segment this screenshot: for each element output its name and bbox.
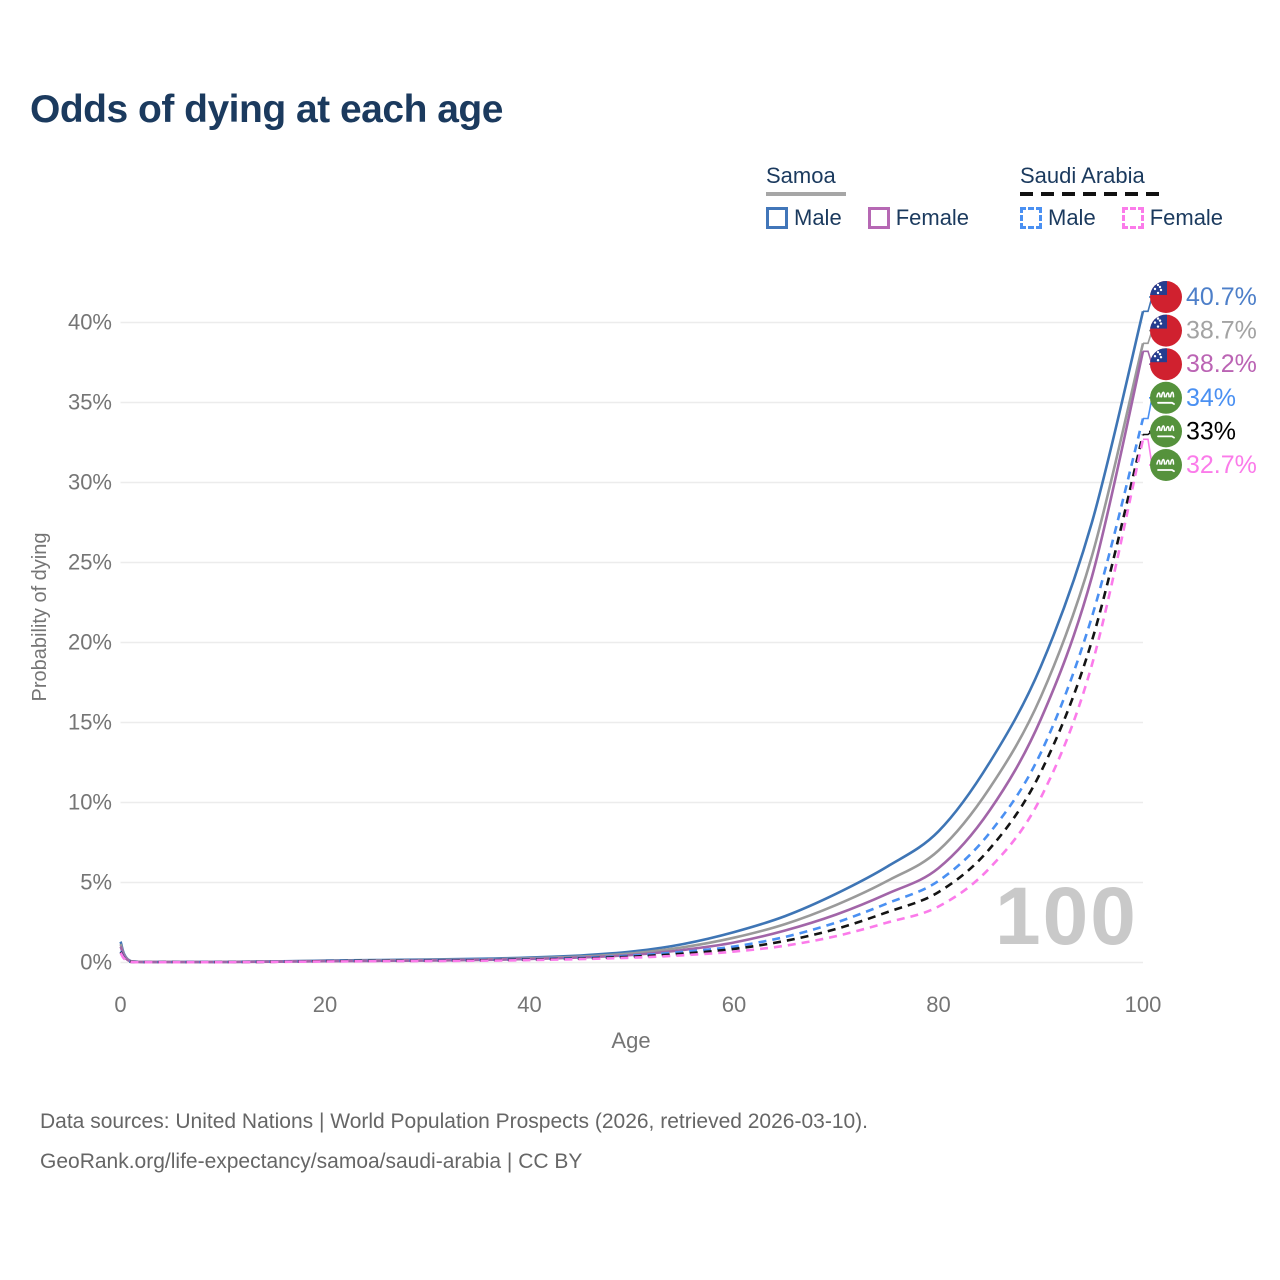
legend-group-samoa: Samoa Male Female [766,163,969,231]
x-tick-label: 0 [114,992,126,1017]
saudi-arabia-flag-icon [1150,449,1182,481]
samoa-flag-icon [1150,348,1182,381]
legend-item-label: Female [1149,205,1224,230]
legend-samoa-line-sample [766,192,846,196]
end-value-annotations: 40.7% 38.7% 38.2% 34% 33% 32.7% [1143,281,1257,481]
legend-item-samoa-female[interactable]: Female [867,205,970,231]
legend-item-saudi-male[interactable]: Male [1020,205,1096,231]
saudi-arabia-flag-icon [1150,415,1182,448]
saudi-arabia-flag-icon [1150,381,1182,414]
x-tick-label: 60 [722,992,746,1017]
data-sources-text: Data sources: United Nations | World Pop… [40,1110,869,1133]
legend-saudi-line-sample [1020,192,1164,196]
series-line-saudi-arabia-female [119,439,1145,964]
y-tick-label: 15% [68,710,112,735]
series-line-samoa-female [119,351,1145,964]
samoa-male-swatch-icon [766,207,788,229]
legend-item-label: Male [1048,205,1096,230]
x-axis-title: Age [611,1028,650,1053]
series-line-samoa-both-sexes [119,342,1145,964]
samoa-female-swatch-icon [867,207,890,229]
line-chart: 40.7% 38.7% 38.2% 34% 33% 32.7% 0% 5% 10% 15% 20%… [29,281,1257,1053]
page-title: Odds of dying at each age [30,88,503,131]
saudi-female-swatch-icon [1121,207,1144,229]
samoa-flag-icon [1150,314,1182,347]
series-line-samoa-male [119,310,1145,964]
legend-item-samoa-male[interactable]: Male [766,205,842,231]
end-value-label: 33% [1186,417,1236,445]
legend-group-saudi-arabia: Saudi Arabia Male Female [1020,163,1223,231]
series-line-saudi-arabia-male [119,418,1145,964]
legend: Samoa Male Female Saudi Arabia Male [0,163,1280,243]
axis-ticks: 0% 5% 10% 15% 20% 25% 30% 35% 40% 0 20 40 60 80 100 [68,310,1161,1018]
y-tick-label: 20% [68,630,112,655]
legend-item-saudi-female[interactable]: Female [1121,205,1224,231]
x-tick-label: 40 [517,992,541,1017]
legend-group-title: Saudi Arabia [1020,163,1145,188]
end-value-label: 40.7% [1186,283,1257,311]
y-tick-label: 0% [80,950,112,975]
end-value-label: 38.2% [1186,350,1257,378]
end-value-label: 32.7% [1186,451,1257,479]
legend-item-label: Female [895,205,970,230]
x-tick-label: 80 [926,992,950,1017]
x-tick-label: 20 [313,992,337,1017]
saudi-male-swatch-icon [1020,207,1042,229]
watermark-max-age: 100 [995,871,1138,962]
y-tick-label: 40% [68,310,112,335]
footer: Data sources: United Nations | World Pop… [40,1102,868,1182]
legend-group-title: Samoa [766,163,836,188]
y-tick-label: 10% [68,790,112,815]
series-lines [119,310,1145,964]
end-value-label: 38.7% [1186,317,1257,345]
legend-item-label: Male [794,205,842,230]
y-tick-label: 35% [68,390,112,415]
end-value-label: 34% [1186,384,1236,412]
y-tick-label: 25% [68,550,112,575]
samoa-flag-icon [1150,281,1182,313]
gridlines [120,321,1143,964]
x-tick-label: 100 [1125,992,1162,1017]
attribution-link[interactable]: GeoRank.org/life-expectancy/samoa/saudi-… [40,1150,583,1173]
y-axis-title: Probability of dying [29,533,51,702]
y-tick-label: 30% [68,470,112,495]
y-tick-label: 5% [80,870,112,895]
